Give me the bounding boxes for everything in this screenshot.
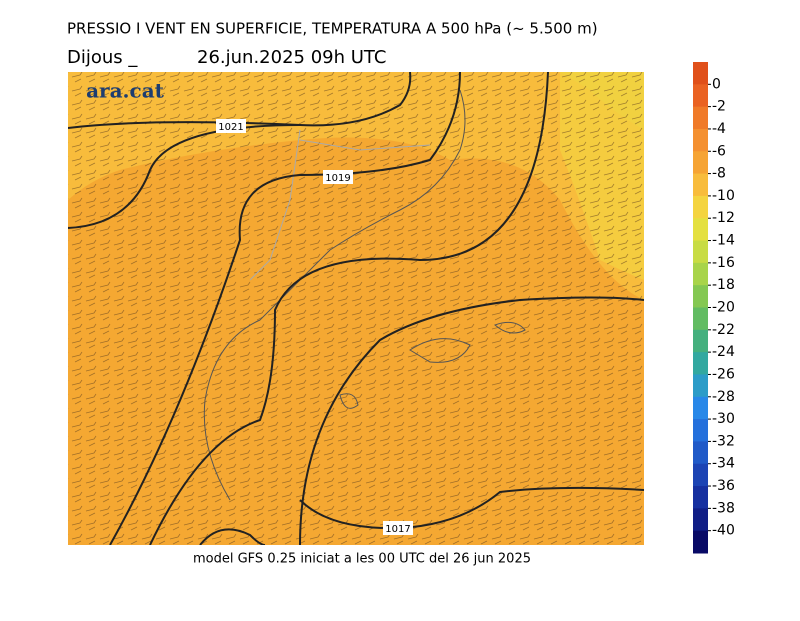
colorbar-swatch xyxy=(693,352,708,375)
colorbar-swatch xyxy=(693,106,708,130)
border xyxy=(249,129,431,281)
colorbar-tick-label: 0 xyxy=(712,76,721,92)
colorbar-swatch xyxy=(693,151,708,175)
colorbar-swatch xyxy=(693,128,708,152)
colorbar-swatch xyxy=(693,173,708,197)
map: ara.cat xyxy=(68,72,644,545)
colorbar-swatch xyxy=(693,195,708,219)
colorbar-swatch xyxy=(693,486,708,509)
title: PRESSIO I VENT EN SUPERFICIE, TEMPERATUR… xyxy=(67,20,598,38)
colorbar-tick-label: -30 xyxy=(712,411,735,427)
colorbar-tick-label: -2 xyxy=(712,99,726,115)
colorbar-swatch xyxy=(693,374,708,398)
isobar xyxy=(199,528,266,545)
colorbar-tick-label: -36 xyxy=(712,478,735,494)
islands xyxy=(339,321,526,409)
colorbar-swatch xyxy=(693,441,708,465)
colorbar-tick-label: -28 xyxy=(712,389,735,405)
colorbar-tick-label: -18 xyxy=(712,277,735,293)
colorbar-tick-label: -10 xyxy=(712,188,735,204)
isobar xyxy=(109,72,461,545)
isobar-label-box xyxy=(383,521,413,535)
colorbar-swatch xyxy=(693,240,708,264)
colorbar-swatch xyxy=(693,530,708,554)
colorbar-tick-label: -22 xyxy=(712,322,735,338)
colorbar-tick-label: -32 xyxy=(712,433,735,449)
isobar-label: 1019 xyxy=(325,173,350,184)
colorbar-tick-label: -8 xyxy=(712,166,726,182)
colorbar-swatch xyxy=(693,307,708,331)
colorbar-swatch xyxy=(693,262,708,286)
colorbar-swatch xyxy=(693,218,708,242)
isobar-label-box xyxy=(323,170,353,184)
footer: model GFS 0.25 iniciat a les 00 UTC del … xyxy=(193,552,531,567)
colorbar-tick-label: -20 xyxy=(712,300,735,316)
logo: ara.cat xyxy=(86,79,165,103)
colorbar: 0 -2 -4 -6 -8 -10 -12 -14 -16 -18 -20 -22 -24 -26 -28 -… xyxy=(693,62,735,554)
isobar xyxy=(299,296,644,545)
colorbar-swatch xyxy=(693,419,708,442)
colorbar-swatch xyxy=(693,84,708,108)
colorbar-tick-label: -34 xyxy=(712,456,735,472)
isobar xyxy=(149,72,549,545)
isobar-label: 1021 xyxy=(218,122,243,133)
colorbar-tick-label: -38 xyxy=(712,500,735,516)
isobar-label: 1017 xyxy=(385,524,410,535)
isobar xyxy=(299,486,644,530)
colorbar-tick-label: -40 xyxy=(712,523,735,539)
colorbar-tick-label: -4 xyxy=(712,121,726,137)
isobar-labels: 1021 1019 1017 xyxy=(216,119,413,535)
coastline xyxy=(203,89,466,501)
colorbar-tick-label: -12 xyxy=(712,210,735,226)
colorbar-tick-label: -16 xyxy=(712,255,735,271)
colorbar-swatch xyxy=(693,285,708,308)
colorbar-swatch xyxy=(693,329,708,353)
colorbar-swatch xyxy=(693,508,708,532)
isobar-label-box xyxy=(216,119,246,133)
wind-barbs xyxy=(68,72,644,545)
date: 26.jun.2025 09h UTC xyxy=(197,47,386,68)
day: Dijous _ xyxy=(67,47,138,68)
colorbar-tick-label: -26 xyxy=(712,366,735,382)
colorbar-tick-label: -14 xyxy=(712,233,735,249)
colorbar-tick-label: -24 xyxy=(712,344,735,360)
isobar xyxy=(68,72,412,129)
colorbar-swatch xyxy=(693,463,708,487)
colorbar-swatch xyxy=(693,62,708,85)
colorbar-tick-label: -6 xyxy=(712,143,726,159)
colorbar-swatch xyxy=(693,396,708,420)
